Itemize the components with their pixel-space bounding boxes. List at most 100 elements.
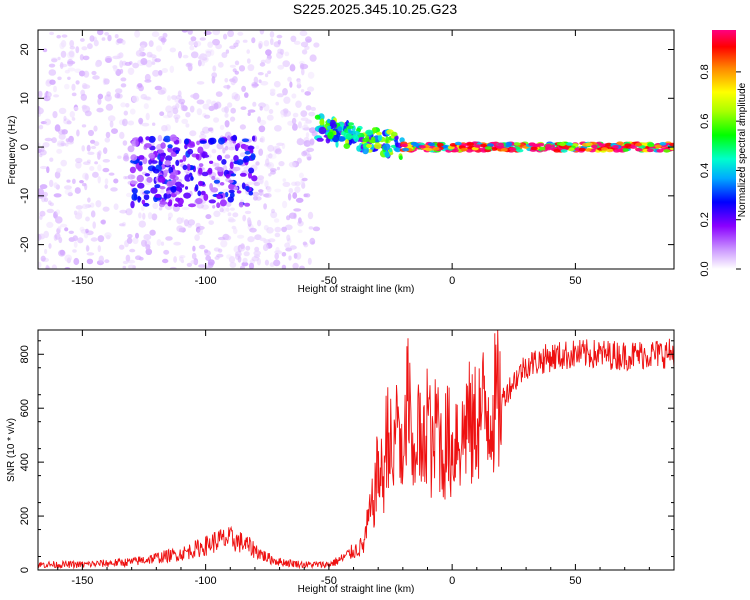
spectrogram-cell xyxy=(157,89,166,95)
spectrogram-cell xyxy=(224,154,231,159)
spectrogram-cell xyxy=(64,227,69,232)
spectrogram-cell xyxy=(208,199,216,204)
spectrogram-cell xyxy=(312,226,321,232)
spectrogram-cell xyxy=(299,63,305,70)
spectrogram-cell xyxy=(484,146,492,150)
spectrogram-cell xyxy=(258,189,264,193)
spectrogram-cell xyxy=(43,230,49,239)
spectrogram-cell xyxy=(182,105,188,112)
spectrogram-cell xyxy=(297,121,302,129)
spectrogram-cell xyxy=(262,243,269,252)
spectrogram-cell xyxy=(90,202,95,208)
spectrogram-cell xyxy=(263,203,267,210)
x-tick-label: 0 xyxy=(449,275,455,287)
spectrogram-cell xyxy=(135,255,142,260)
spectrogram-cell xyxy=(169,266,177,269)
spectrogram-cell xyxy=(56,167,62,173)
spectrogram-cell xyxy=(252,191,260,197)
spectrogram-cell xyxy=(58,133,66,140)
spectrogram-cell xyxy=(246,181,254,185)
spectrogram-cell xyxy=(202,113,207,118)
spectrogram-cell xyxy=(163,135,171,143)
spectrogram-cell xyxy=(394,147,402,153)
spectrogram-cell xyxy=(77,209,83,217)
spectrogram-cell xyxy=(41,195,46,203)
spectrogram-cell xyxy=(276,142,285,146)
spectrogram-cell xyxy=(220,240,228,248)
spectrogram-cell xyxy=(307,71,315,79)
spectrogram-cell xyxy=(221,107,228,113)
spectrogram-cell xyxy=(127,120,135,126)
colorbar-tick-label: 0.0 xyxy=(699,261,711,276)
spectrogram-cell xyxy=(46,221,54,228)
spectrogram-cell xyxy=(86,159,91,163)
colorbar-tick-label: 0.4 xyxy=(699,163,711,178)
spectrogram-cell xyxy=(308,111,316,117)
spectrogram-cell xyxy=(165,236,173,241)
spectrogram-cell xyxy=(399,155,403,160)
spectrogram-cell xyxy=(385,136,389,144)
spectrogram-cell xyxy=(113,203,119,210)
spectrogram-cell xyxy=(44,248,48,255)
spectrogram-cell xyxy=(161,68,168,73)
spectrogram-cell xyxy=(56,142,65,147)
x-tick-label: -100 xyxy=(195,575,217,587)
spectrogram-cell xyxy=(71,83,76,91)
spectrogram-cell xyxy=(209,160,214,164)
spectrogram-cell xyxy=(353,135,359,142)
spectrogram-cell xyxy=(257,175,265,181)
spectrogram-cell xyxy=(239,124,246,130)
spectrogram-cell xyxy=(242,158,248,163)
spectrogram-cell xyxy=(309,138,315,145)
spectrogram-cell xyxy=(178,98,186,105)
spectrogram-cell xyxy=(213,179,220,184)
spectrogram-cell xyxy=(286,234,291,242)
spectrogram-cell xyxy=(195,198,203,205)
spectrogram-cell xyxy=(275,148,282,155)
spectrogram-cell xyxy=(307,86,315,92)
spectrogram-cell xyxy=(219,199,227,207)
spectrogram-cell xyxy=(167,212,173,219)
spectrogram-cell xyxy=(276,166,280,171)
spectrogram-cell xyxy=(65,138,70,143)
spectrogram-cell xyxy=(259,237,267,242)
spectrogram-cell xyxy=(118,119,126,126)
spectrogram-cell xyxy=(203,193,209,201)
spectrogram-cell xyxy=(197,190,202,197)
spectrogram-cell xyxy=(305,119,312,124)
snr-y-label: SNR (10 * v/v) xyxy=(6,418,17,482)
spectrogram-cell xyxy=(585,142,593,146)
spectrogram-cell xyxy=(151,31,160,38)
spectrogram-cell xyxy=(114,92,121,99)
spectrogram-cell xyxy=(325,137,331,144)
spectrogram-x-ticks: -150 -100 -50 0 50 xyxy=(71,30,582,287)
spectrogram-cell xyxy=(213,247,220,252)
spectrogram-cell xyxy=(75,46,80,54)
spectrogram-cell xyxy=(290,63,295,71)
spectrogram-cell xyxy=(258,125,266,133)
spectrogram-cell xyxy=(268,153,273,159)
spectrogram-cell xyxy=(81,82,88,90)
spectrogram-cell xyxy=(229,64,236,68)
spectrogram-cell xyxy=(213,117,220,123)
spectrogram-cell xyxy=(214,162,220,167)
spectrogram-cell xyxy=(38,142,41,147)
spectrogram-cell xyxy=(300,110,308,117)
spectrogram-cell xyxy=(230,173,237,177)
spectrogram-cell xyxy=(259,62,266,67)
spectrogram-cell xyxy=(198,134,207,139)
spectrogram-cell xyxy=(309,127,317,134)
spectrogram-cell xyxy=(207,167,213,174)
spectrogram-cell xyxy=(208,105,215,112)
spectrogram-cell xyxy=(138,136,144,143)
spectrogram-cell xyxy=(68,230,75,234)
spectrogram-cell xyxy=(172,107,179,115)
spectrogram-cell xyxy=(79,180,84,184)
y-tick-label: -20 xyxy=(19,237,31,253)
spectrogram-cell xyxy=(544,146,552,151)
spectrogram-cell xyxy=(119,223,125,227)
spectrogram-cell xyxy=(141,122,150,127)
spectrogram-cell xyxy=(247,236,255,243)
spectrogram-cell xyxy=(294,181,301,187)
spectrogram-cell xyxy=(170,186,177,193)
